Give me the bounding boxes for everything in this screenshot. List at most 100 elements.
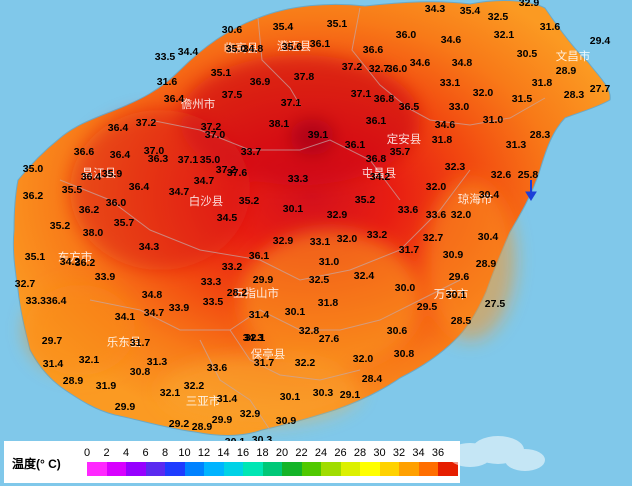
temperature-labels: 34.3 32.9 35.4 32.5 30.6 35.4 35.1 36.0 31.6 29.4…	[15, 0, 611, 448]
temperature-reading: 31.4	[217, 393, 238, 405]
temperature-reading: 32.0	[337, 233, 358, 245]
temperature-reading: 28.9	[556, 65, 577, 77]
temperature-reading: 32.9	[519, 0, 540, 9]
temperature-reading: 37.0	[144, 145, 165, 157]
legend-color-swatch	[184, 462, 204, 476]
temperature-reading: 36.2	[75, 257, 96, 269]
wind-arrow-icon	[525, 180, 537, 201]
temperature-reading: 34.3	[243, 332, 264, 344]
temperature-reading: 34.4	[178, 46, 199, 58]
temperature-reading: 34.6	[441, 34, 462, 46]
temperature-reading: 31.5	[512, 93, 533, 105]
temperature-reading: 36.0	[396, 29, 417, 41]
city-label-chengmai: 澄迈县	[277, 39, 312, 53]
temperature-reading: 39.1	[308, 129, 329, 141]
temperature-reading: 33.2	[367, 229, 388, 241]
temperature-reading: 35.2	[239, 195, 260, 207]
temperature-reading: 36.2	[23, 190, 44, 202]
temperature-reading: 35.0	[23, 163, 44, 175]
city-label-tunchang: 屯昌县	[362, 167, 397, 180]
legend-color-swatch	[223, 462, 243, 476]
temperature-reading: 27.6	[319, 333, 340, 345]
legend-tick-label: 14	[217, 447, 230, 459]
city-label-lingao: 临高县	[224, 41, 259, 55]
temperature-reading: 32.0	[451, 209, 472, 221]
temperature-reading: 30.5	[517, 48, 538, 60]
temperature-reading: 31.9	[96, 380, 117, 392]
temperature-reading: 31.7	[130, 337, 151, 349]
temperature-reading: 27.5	[485, 298, 506, 310]
temperature-reading: 32.9	[240, 408, 261, 420]
temperature-reading: 32.5	[488, 11, 509, 23]
city-label-danzhou: 儋州市	[181, 97, 216, 111]
temperature-reading: 32.0	[426, 181, 447, 193]
temperature-reading: 35.7	[390, 146, 411, 158]
temperature-reading: 31.8	[318, 297, 339, 309]
temperature-reading: 32.7	[369, 63, 390, 75]
temperature-reading: 28.9	[63, 375, 84, 387]
temperature-reading: 30.1	[283, 203, 304, 215]
temperature-reading: 32.5	[309, 274, 330, 286]
temperature-reading: 33.1	[310, 236, 331, 248]
temperature-reading: 29.4	[590, 35, 611, 47]
legend-color-swatch	[165, 462, 185, 476]
legend-color-swatch	[438, 462, 458, 476]
temperature-reading: 32.0	[473, 87, 494, 99]
legend-tick-label: 28	[353, 447, 367, 459]
temperature-reading: 32.2	[295, 357, 316, 369]
temperature-reading: 35.6	[282, 41, 303, 53]
temperature-reading: 33.6	[207, 362, 228, 374]
temperature-reading: 34.5	[217, 212, 238, 224]
temperature-reading: 30.4	[478, 231, 499, 243]
temperature-reading: 29.6	[449, 271, 470, 283]
legend-color-swatch	[126, 462, 146, 476]
temperature-reading: 35.9	[102, 168, 123, 180]
temperature-reading: 34.8	[452, 57, 473, 69]
temperature-reading: 36.1	[310, 38, 331, 50]
temperature-reading: 32.8	[299, 325, 320, 337]
temperature-reading: 35.1	[25, 251, 46, 263]
temperature-reading: 35.7	[114, 217, 135, 229]
temperature-reading: 30.8	[394, 348, 415, 360]
temperature-reading: 36.6	[74, 146, 95, 158]
temperature-reading: 33.3	[288, 173, 309, 185]
city-label-wuzhishan: 五指山市	[233, 286, 279, 300]
temperature-reading: 28.2	[227, 287, 248, 299]
temperature-reading: 30.9	[443, 249, 464, 261]
legend-color-swatch	[321, 462, 341, 476]
legend-color-swatch	[87, 462, 107, 476]
legend-tick-label: 4	[122, 447, 130, 459]
temperature-reading: 37.0	[205, 129, 226, 141]
temperature-reading: 34.8	[142, 289, 163, 301]
temperature-reading: 36.5	[399, 101, 420, 113]
temperature-reading: 34.2	[370, 171, 391, 183]
temperature-reading: 30.0	[395, 282, 416, 294]
temperature-reading: 33.0	[449, 101, 470, 113]
city-label-dongfang: 东方市	[58, 250, 93, 264]
temperature-reading: 28.3	[564, 89, 585, 101]
temperature-reading: 36.8	[374, 93, 395, 105]
legend-color-swatch	[204, 462, 224, 476]
temperature-reading: 32.2	[184, 380, 205, 392]
temperature-reading: 37.1	[281, 97, 302, 109]
temperature-reading: 34.8	[243, 43, 264, 55]
temperature-reading: 31.4	[249, 309, 270, 321]
temperature-reading: 31.6	[157, 76, 178, 88]
temperature-reading: 28.9	[476, 258, 497, 270]
legend-tick-label: 36	[431, 447, 445, 459]
temperature-reading: 32.1	[494, 29, 515, 41]
legend-tick-label: 30	[373, 447, 386, 459]
temperature-reading: 32.9	[273, 235, 294, 247]
temperature-reading: 34.6	[435, 119, 456, 131]
legend-tick-label: 32	[392, 447, 406, 459]
temperature-reading: 35.4	[460, 5, 481, 17]
legend-tick-label: 16	[236, 447, 250, 459]
temperature-reading: 31.6	[540, 21, 561, 33]
county-boundaries	[59, 7, 546, 431]
temperature-reading: 37.8	[294, 71, 315, 83]
city-label-sanya: 三亚市	[186, 394, 221, 408]
temperature-reading: 31.7	[254, 357, 275, 369]
temperature-reading: 34.1	[115, 311, 136, 323]
temperature-reading: 28.5	[451, 315, 472, 327]
city-label-changjiang: 昌江县	[82, 167, 117, 180]
